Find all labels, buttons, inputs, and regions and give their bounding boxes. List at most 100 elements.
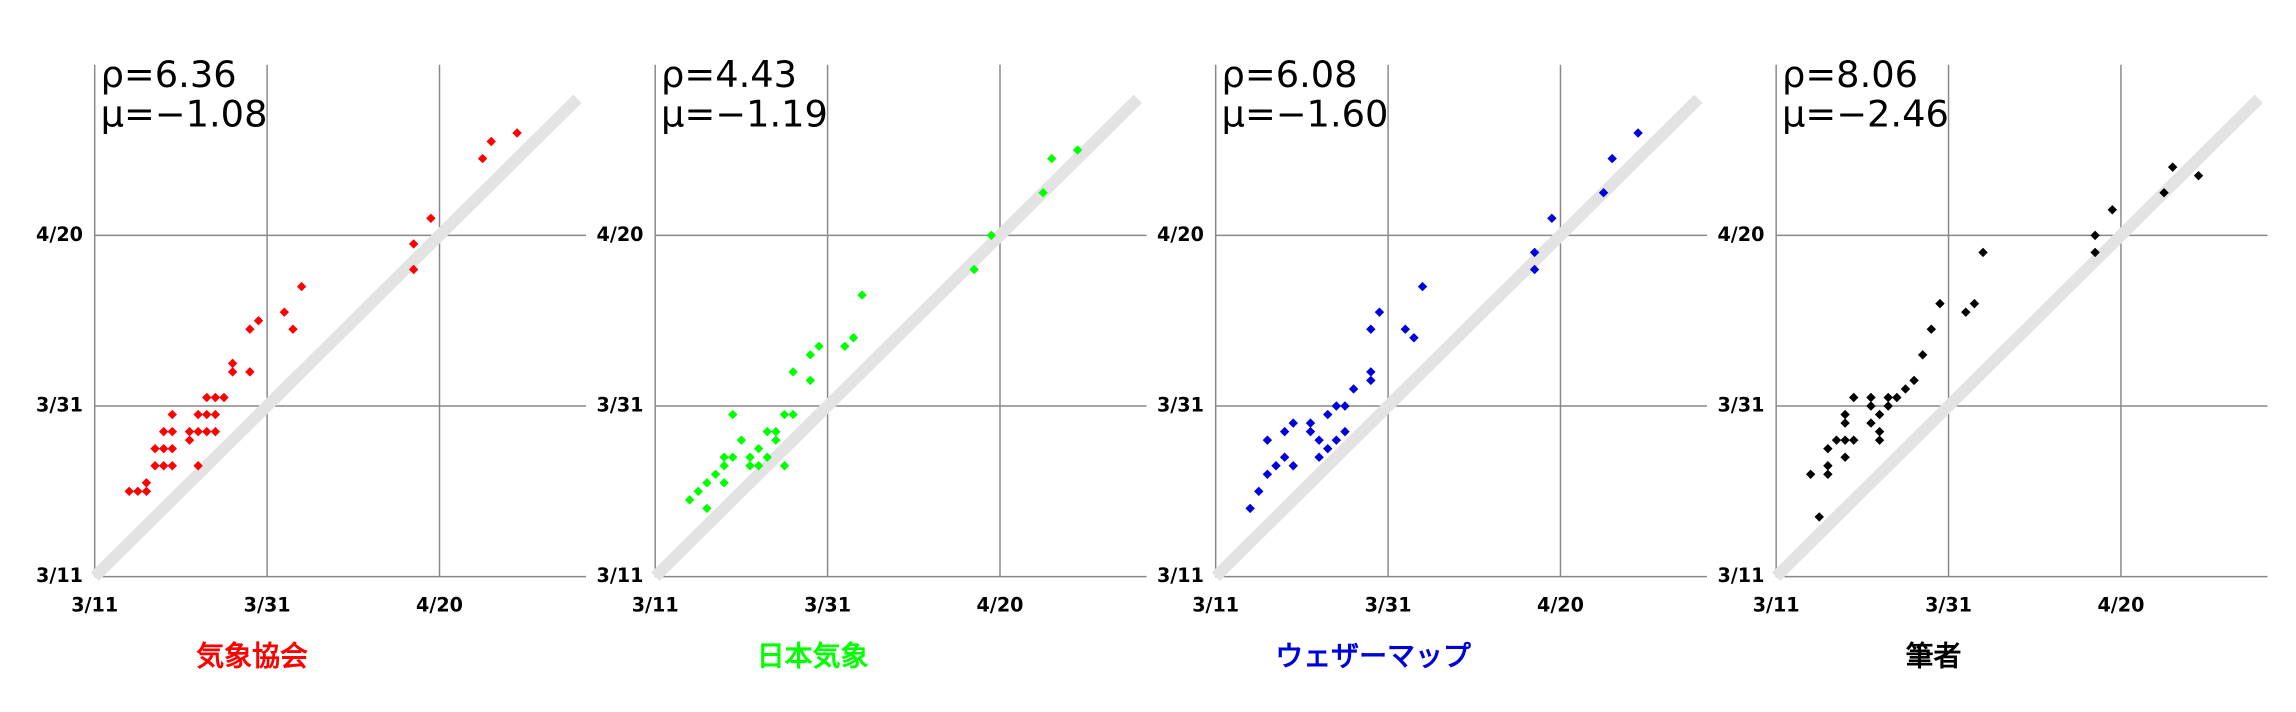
data-point — [184, 426, 195, 437]
data-point — [124, 486, 134, 497]
scatter-panel: 3/11 3/31 4/20 3/11 3/31 4/20 ρ=8.06μ=−2.46 筆者 — [1718, 53, 2268, 673]
data-point — [408, 239, 419, 249]
data-point — [1814, 512, 1824, 522]
data-point — [1374, 307, 1385, 317]
data-point — [702, 503, 712, 514]
data-point — [1288, 461, 1298, 471]
data-point — [805, 375, 816, 386]
x-tick-label: 4/20 — [977, 594, 1024, 617]
data-point — [762, 426, 772, 437]
data-point — [779, 461, 790, 471]
x-tick-label: 3/31 — [1925, 594, 1972, 617]
data-point — [745, 452, 755, 462]
data-point — [753, 461, 764, 471]
data-point — [158, 426, 169, 437]
data-point — [1849, 435, 1859, 445]
data-point — [167, 461, 177, 471]
diagonal-reference — [651, 94, 1143, 581]
data-point — [1883, 401, 1893, 411]
data-point — [840, 341, 850, 351]
data-point — [788, 409, 798, 420]
scatter-panel: 3/11 3/31 4/20 3/11 3/31 4/20 ρ=6.36μ=−1.08 気象協… — [36, 53, 587, 673]
data-point — [150, 443, 160, 454]
data-point — [245, 324, 255, 334]
data-point — [736, 435, 747, 445]
data-point — [1331, 435, 1342, 445]
data-point — [1633, 128, 1643, 138]
data-point — [771, 426, 781, 437]
data-point — [814, 341, 824, 351]
x-tick-label: 3/11 — [1753, 594, 1800, 617]
data-point — [133, 486, 143, 497]
stat-annotation: μ=−1.08 — [101, 93, 268, 136]
data-point — [1926, 324, 1937, 334]
x-tick-label: 3/11 — [1192, 594, 1239, 617]
y-tick-label: 3/11 — [1157, 564, 1204, 587]
data-point — [1072, 145, 1083, 155]
data-point — [719, 452, 729, 462]
data-point — [1823, 469, 1833, 479]
data-point — [1831, 435, 1842, 445]
data-point — [1823, 461, 1833, 471]
data-point — [1409, 333, 1419, 343]
x-tick-label: 4/20 — [416, 594, 463, 617]
x-tick-label: 3/31 — [1365, 594, 1412, 617]
panel-title: 日本気象 — [757, 640, 869, 673]
data-point — [210, 409, 221, 420]
data-point — [158, 461, 169, 471]
data-point — [1417, 281, 1428, 292]
data-point — [1840, 418, 1850, 428]
data-point — [1874, 409, 1885, 420]
data-point — [1935, 298, 1945, 309]
data-point — [253, 315, 264, 326]
stat-annotation: μ=−1.60 — [1222, 93, 1389, 136]
data-point — [210, 392, 221, 403]
data-point — [1314, 435, 1324, 445]
data-point — [779, 409, 790, 420]
data-point — [753, 443, 764, 454]
data-point — [684, 495, 695, 505]
data-point — [2159, 188, 2169, 198]
data-point — [245, 367, 255, 377]
data-point — [512, 128, 522, 138]
y-tick-label: 4/20 — [1718, 223, 1765, 246]
data-point — [1279, 452, 1290, 462]
data-point — [1840, 452, 1850, 462]
data-point — [1047, 153, 1057, 164]
data-point — [1866, 418, 1876, 428]
panel-title: 筆者 — [1906, 640, 1962, 673]
data-point — [2090, 230, 2100, 241]
stat-annotation: μ=−1.19 — [661, 93, 828, 136]
data-point — [167, 443, 177, 454]
data-point — [1607, 153, 1617, 164]
data-point — [1254, 486, 1264, 497]
data-point — [710, 469, 721, 479]
data-point — [210, 426, 221, 437]
scatter-panel: 3/11 3/31 4/20 3/11 3/31 4/20 ρ=4.43μ=−1.19 日本気… — [597, 53, 1147, 673]
data-point — [193, 426, 203, 437]
data-point — [193, 409, 203, 420]
data-point — [1883, 392, 1893, 403]
data-point — [1279, 426, 1290, 437]
data-point — [1271, 461, 1281, 471]
data-point — [693, 486, 703, 497]
data-point — [1323, 409, 1333, 420]
data-point — [1840, 435, 1850, 445]
x-tick-label: 3/11 — [632, 594, 679, 617]
data-point — [141, 486, 152, 497]
data-point — [1866, 392, 1876, 403]
data-point — [719, 478, 729, 488]
panel-title: 気象協会 — [196, 640, 308, 673]
data-point — [719, 461, 729, 471]
data-point — [848, 333, 859, 343]
data-point — [167, 409, 177, 420]
data-point — [1805, 469, 1816, 479]
data-point — [728, 409, 738, 420]
data-point — [1547, 213, 1557, 224]
diagonal-reference — [1211, 94, 1703, 581]
data-point — [1900, 384, 1911, 394]
data-point — [1305, 418, 1316, 428]
data-point — [1323, 443, 1333, 454]
y-tick-label: 4/20 — [36, 223, 83, 246]
stat-annotation: ρ=6.36 — [101, 53, 237, 96]
